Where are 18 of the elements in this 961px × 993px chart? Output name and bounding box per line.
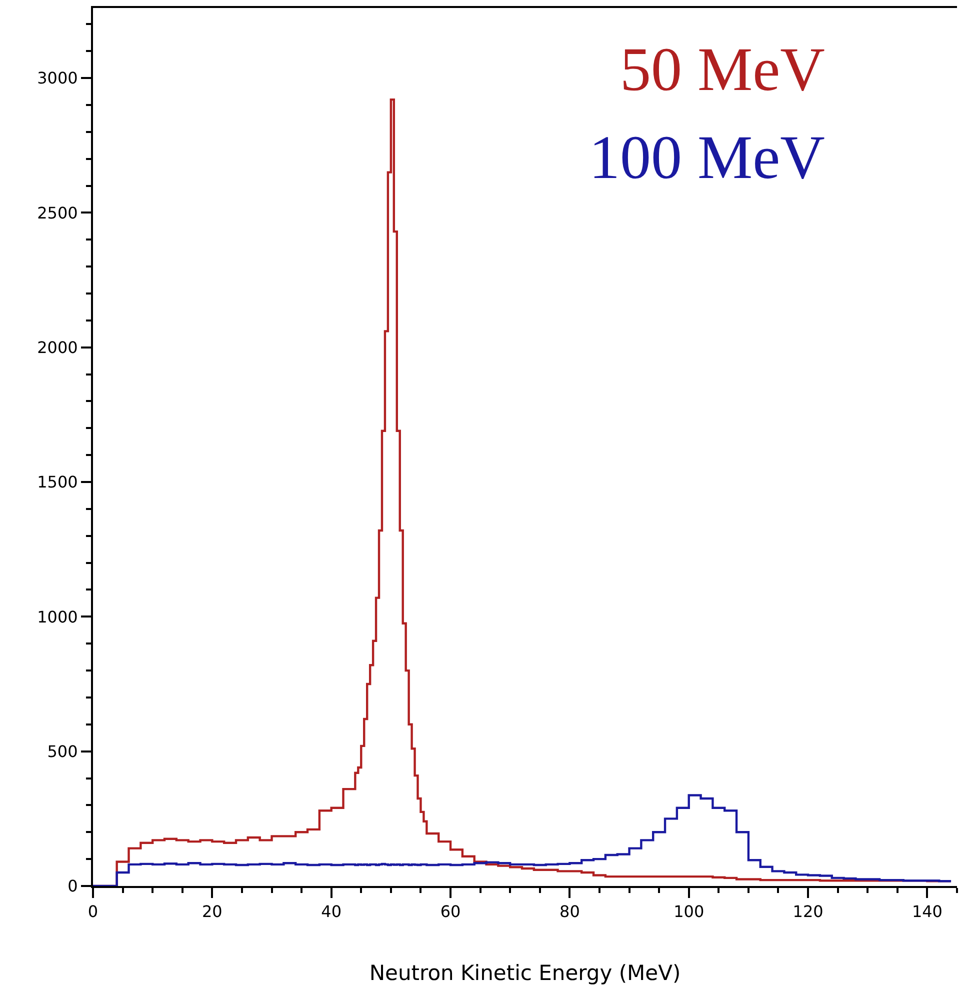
x-tick-label: 20 [202, 902, 222, 922]
y-tick-label: 500 [47, 742, 78, 761]
x-tick-label: 120 [792, 902, 824, 922]
x-tick-label: 60 [440, 902, 461, 922]
x-tick-label: 80 [560, 902, 580, 922]
x-axis-title: Neutron Kinetic Energy (MeV) [369, 960, 681, 985]
y-tick-label: 2000 [37, 338, 78, 357]
x-tick-label: 0 [88, 902, 98, 922]
y-tick-label: 3000 [37, 68, 78, 88]
x-tick-label: 40 [321, 902, 342, 922]
text: 100 MeV [589, 124, 826, 192]
x-tick-label: 100 [674, 902, 704, 922]
y-tick-label: 1000 [37, 607, 78, 626]
y-tick-label: 1500 [37, 472, 78, 492]
y-tick-label: 2500 [37, 203, 78, 222]
y-tick-label: 0 [68, 876, 78, 896]
text: 50 MeV [620, 36, 826, 104]
x-tick-label: 140 [912, 902, 942, 922]
